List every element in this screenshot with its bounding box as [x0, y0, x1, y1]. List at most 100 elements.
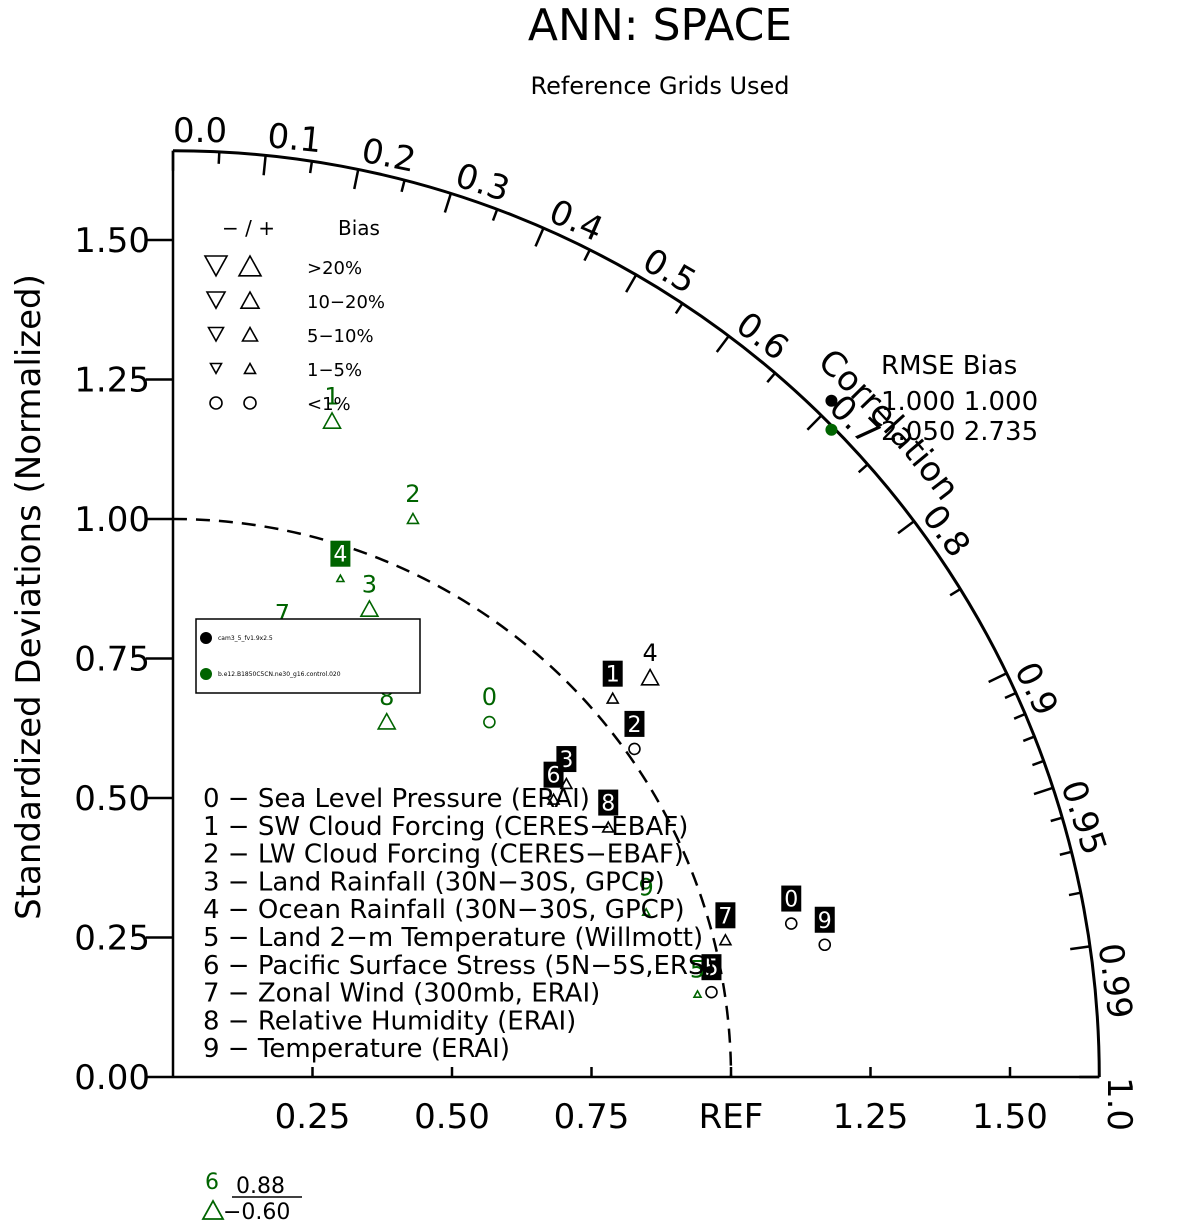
data-point-label: 5	[704, 956, 718, 981]
bias-legend-down-triangle	[209, 362, 223, 376]
correlation-tick	[1033, 786, 1054, 796]
x-tick-label: 0.50	[414, 1097, 490, 1137]
data-point-label: 1	[606, 663, 620, 688]
data-point-label: 5	[690, 955, 705, 983]
offscale-legend: 6 0.88 −0.60	[201, 1170, 302, 1225]
correlation-tick	[715, 335, 730, 353]
data-label-box	[598, 789, 619, 816]
data-point-circle	[705, 985, 718, 999]
correlation-tick-label: 0.9	[1006, 656, 1066, 722]
variable-list-item: 3 − Land Rainfall (30N−30S, GPCP)	[203, 867, 665, 897]
bias-legend-rows: >20% 10−20% 5−10% 1−5% <1%	[203, 254, 385, 415]
correlation-tick-label: 0.4	[543, 192, 609, 250]
y-tick-label: 0.75	[74, 640, 150, 680]
bias-legend-label: 5−10%	[307, 326, 374, 347]
variable-list-item: 8 − Relative Humidity (ERAI)	[203, 1006, 576, 1036]
correlation-tick-label: 1.0	[1099, 1077, 1139, 1131]
correlation-tick	[443, 193, 453, 213]
data-point-label: 8	[601, 792, 615, 817]
variable-list: 0 − Sea Level Pressure (ERAI)1 − SW Clou…	[203, 784, 715, 1064]
bias-legend-down-triangle	[203, 255, 229, 278]
bias-legend-label: 1−5%	[307, 360, 362, 381]
data-point-label: 6	[547, 764, 561, 789]
chart-subtitle: Reference Grids Used	[530, 72, 789, 100]
y-tick-label: 1.50	[74, 221, 150, 261]
data-point-triangle	[605, 691, 620, 704]
variable-list-item: 2 − LW Cloud Forcing (CERES−EBAF)	[203, 840, 684, 870]
correlation-tick	[988, 672, 1008, 684]
data-point-label: 1	[324, 382, 339, 410]
x-tick-label: REF	[699, 1097, 764, 1137]
data-point-label: 9	[639, 873, 654, 901]
y-axis-label: Standardized Deviations (Normalized)	[9, 274, 49, 920]
rmse-bias-row-1: 1.000 1.000	[881, 387, 1038, 417]
correlation-tick-label: 0.8	[914, 498, 978, 565]
bias-legend-down-triangle	[205, 291, 227, 310]
correlation-tick	[806, 414, 823, 431]
data-point-triangle	[640, 667, 660, 686]
data-point-label: 2	[627, 713, 641, 738]
correlation-tick	[674, 302, 684, 315]
data-label-box	[701, 954, 722, 981]
offscale-label: 6	[205, 1170, 219, 1195]
chart-title: ANN: SPACE	[528, 0, 792, 51]
correlation-tick	[857, 463, 869, 474]
data-point-label: 9	[818, 909, 832, 934]
bias-legend-up-triangle	[241, 325, 259, 342]
correlation-tick	[1070, 945, 1091, 951]
correlation-tick	[308, 161, 314, 174]
bias-legend-circle	[243, 396, 257, 410]
data-label-box	[781, 885, 802, 912]
x-tick-label: 0.25	[275, 1097, 351, 1137]
data-point-triangle	[641, 907, 652, 916]
data-label-box	[330, 540, 351, 567]
data-point-triangle	[601, 820, 616, 833]
series-legend-label-1: cam3_5_fv1.9x2.5	[218, 635, 273, 642]
correlation-tick	[400, 179, 406, 193]
bias-legend-label: 10−20%	[307, 292, 385, 313]
bias-legend-circle	[209, 396, 223, 410]
data-label-box	[543, 761, 564, 788]
data-point-circle	[483, 715, 496, 729]
data-point-triangle	[559, 776, 574, 790]
correlation-tick	[583, 249, 591, 262]
rmse-bias-header: RMSE Bias	[881, 351, 1017, 381]
data-point-label: 0	[482, 683, 497, 711]
variable-list-item: 4 − Ocean Rainfall (30N−30S, GPCP)	[203, 895, 685, 925]
correlation-tick	[1004, 691, 1017, 700]
x-tick-label: 0.75	[554, 1097, 630, 1137]
bias-legend-up-triangle	[239, 290, 261, 309]
variable-list-item: 5 − Land 2−m Temperature (Willmott)	[203, 923, 703, 953]
rmse-bias-row-2: 2.050 2.735	[881, 417, 1038, 447]
correlation-tick	[262, 155, 267, 176]
correlation-arc	[172, 149, 1101, 1078]
correlation-tick	[491, 208, 499, 221]
correlation-tick	[897, 520, 915, 535]
correlation-tick-label: 0.1	[266, 116, 324, 161]
variable-list-item: 7 − Zonal Wind (300mb, ERAI)	[203, 979, 600, 1009]
variable-list-item: 6 − Pacific Surface Stress (5N−5S,ERS)	[203, 951, 715, 981]
data-point-triangle	[692, 989, 703, 999]
variable-list-item: 9 − Temperature (ERAI)	[203, 1034, 510, 1064]
y-tick-label: 0.25	[74, 919, 150, 959]
bias-legend-down-triangle	[207, 326, 225, 343]
model-reference-point	[825, 394, 838, 407]
correlation-tick	[1050, 816, 1063, 823]
data-label-box	[624, 710, 645, 737]
data-point-triangle	[335, 573, 346, 583]
correlation-tick	[1031, 759, 1045, 767]
series-legend-marker-1	[200, 632, 212, 644]
correlation-tick	[353, 169, 360, 190]
variable-list-item: 1 − SW Cloud Forcing (CERES−EBAF)	[203, 812, 688, 842]
data-label-box	[814, 906, 835, 933]
data-point-triangle	[406, 511, 420, 525]
y-tick-label: 0.50	[74, 779, 150, 819]
correlation-tick-label: 0.3	[451, 156, 515, 210]
correlation-tick	[949, 587, 961, 597]
rmse-bias-box: RMSE Bias 1.000 1.000 2.050 2.735	[881, 351, 1038, 447]
data-point-triangle	[359, 599, 380, 617]
correlation-tick-label: 0.6	[728, 304, 795, 368]
correlation-tick	[625, 274, 638, 293]
series-legend-label-2: b.e12.B1850C5CN.ne30_g16.control.020	[218, 671, 341, 678]
